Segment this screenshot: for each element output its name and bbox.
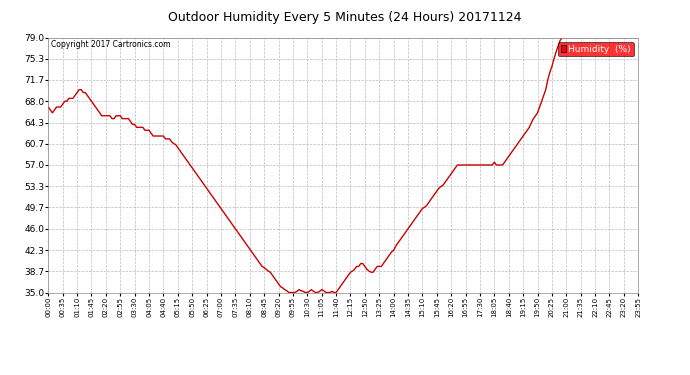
- Legend: Humidity  (%): Humidity (%): [558, 42, 633, 56]
- Text: Copyright 2017 Cartronics.com: Copyright 2017 Cartronics.com: [51, 40, 170, 49]
- Text: Outdoor Humidity Every 5 Minutes (24 Hours) 20171124: Outdoor Humidity Every 5 Minutes (24 Hou…: [168, 11, 522, 24]
